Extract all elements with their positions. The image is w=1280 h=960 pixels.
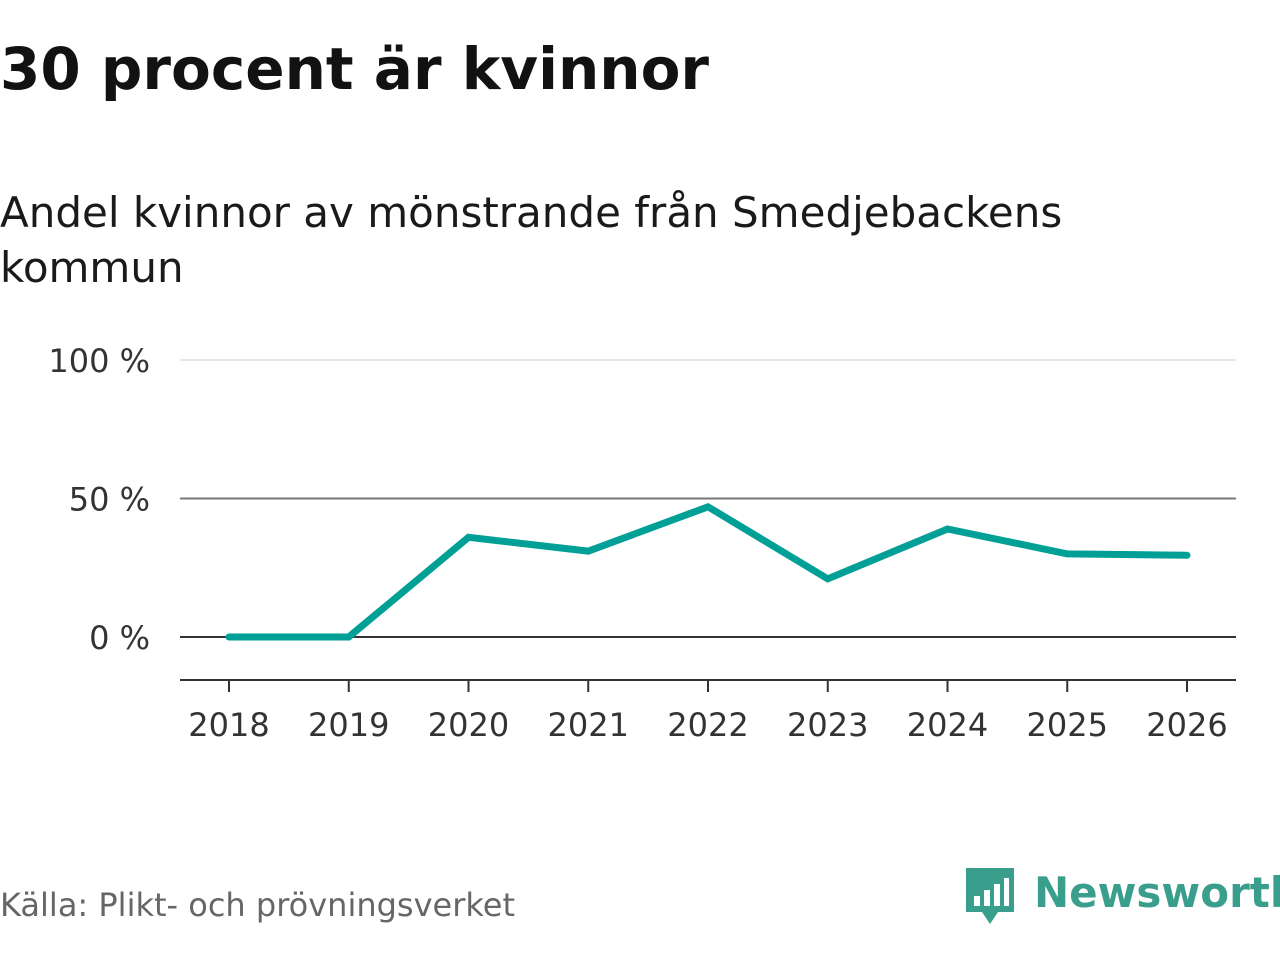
y-axis-tick-labels: 0 % 50 % 100 % [48,342,150,657]
x-tick-label: 2018 [188,706,269,744]
newsworthy-logo-icon [966,868,1014,924]
x-tick-label: 2022 [667,706,748,744]
chart-title: 30 procent är kvinnor [0,35,710,103]
x-tick-label: 2024 [907,706,988,744]
x-tick-label: 2021 [548,706,629,744]
series-layer [225,502,1191,641]
brand-name: Newsworthy [1034,868,1280,917]
grid-lines [180,359,1236,638]
x-tick-label: 2019 [308,706,389,744]
y-tick-label: 100 % [48,342,150,380]
y-tick-label: 0 % [89,619,150,657]
x-axis [180,679,1236,692]
series-line [225,502,1191,641]
x-axis-tick-labels: 2018 2019 2020 2021 2022 2023 2024 2025 2026 [188,706,1227,744]
y-tick-label: 50 % [69,481,150,519]
x-tick-label: 2025 [1027,706,1108,744]
source-note: Källa: Plikt- och prövningsverket [0,886,515,924]
x-tick-label: 2023 [787,706,868,744]
line-chart: 0 % 50 % 100 % 2018 2019 2020 2021 2022 2023 202… [48,342,1236,744]
chart-subtitle: Andel kvinnor av mönstrande från Smedjeb… [0,188,1063,292]
x-tick-label: 2026 [1146,706,1227,744]
x-tick-label: 2020 [428,706,509,744]
